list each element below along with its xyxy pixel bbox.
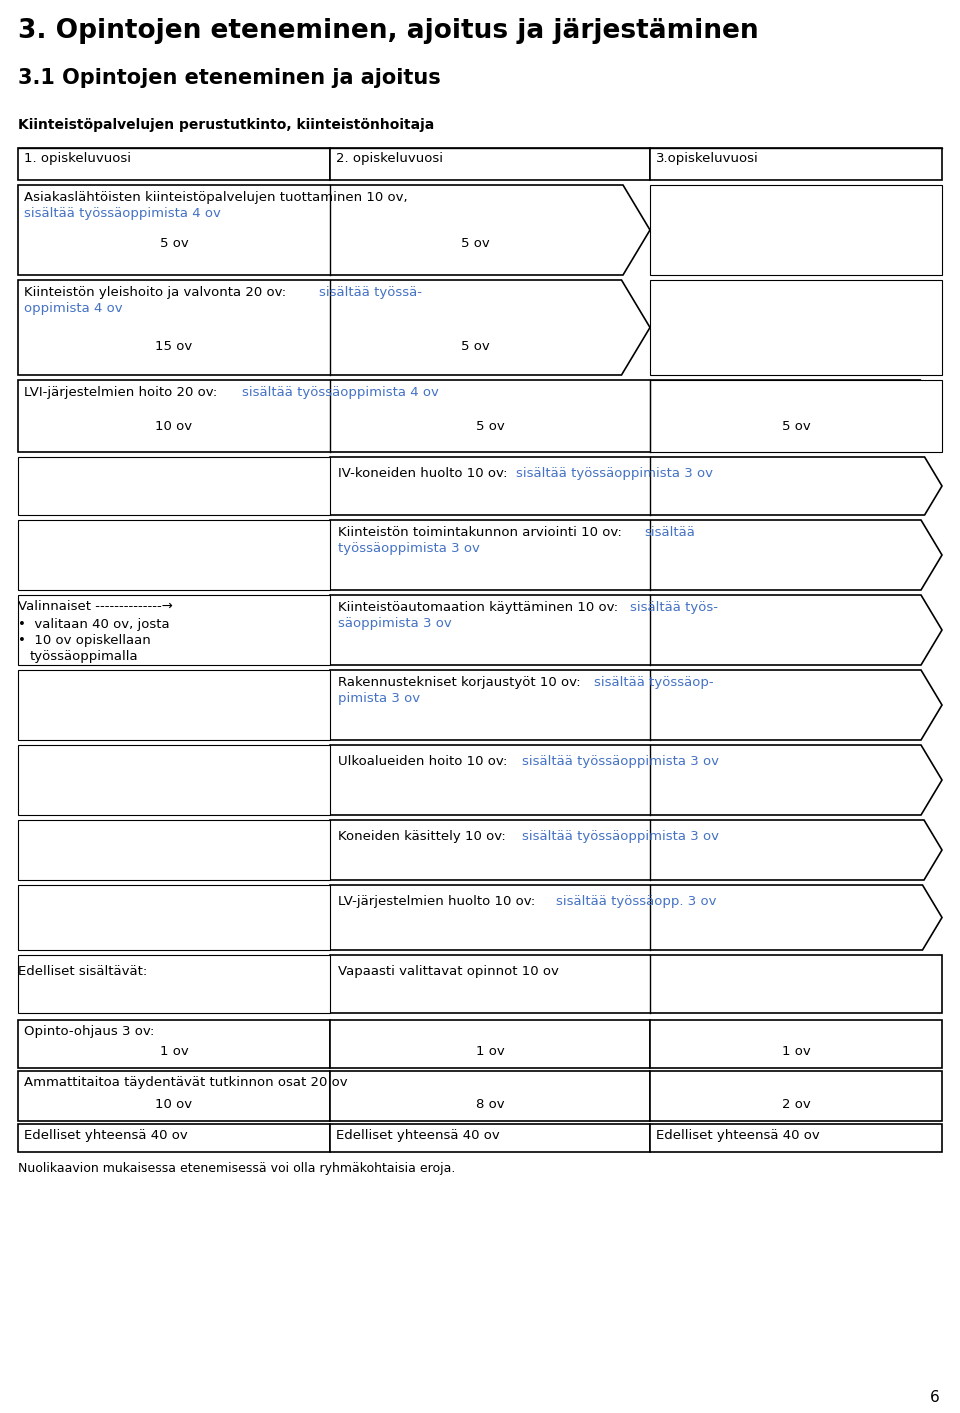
Text: 1 ov: 1 ov (159, 1046, 188, 1058)
Bar (650, 280, 942, 374)
Text: 15 ov: 15 ov (156, 341, 193, 353)
Text: Edelliset yhteensä 40 ov: Edelliset yhteensä 40 ov (656, 1129, 820, 1142)
Bar (18, 670, 330, 740)
Bar (650, 1071, 942, 1121)
Text: LVI-järjestelmien hoito 20 ov:: LVI-järjestelmien hoito 20 ov: (24, 386, 222, 398)
Text: 1 ov: 1 ov (475, 1046, 504, 1058)
Text: 6: 6 (930, 1390, 940, 1405)
Bar (18, 955, 330, 1013)
Text: 5 ov: 5 ov (461, 237, 490, 250)
Text: sisältää työssäopp. 3 ov: sisältää työssäopp. 3 ov (556, 894, 716, 909)
Bar (650, 1123, 942, 1152)
Bar (650, 185, 942, 276)
Bar (18, 456, 330, 514)
Bar (18, 1020, 330, 1068)
Text: säoppimista 3 ov: säoppimista 3 ov (338, 617, 452, 630)
Bar (330, 955, 942, 1013)
Text: Kiinteistön toimintakunnon arviointi 10 ov:: Kiinteistön toimintakunnon arviointi 10 … (338, 526, 626, 538)
Polygon shape (330, 456, 942, 514)
Bar (330, 1071, 650, 1121)
Text: työssäoppimalla: työssäoppimalla (30, 650, 138, 663)
Text: sisältää työssäop-: sisältää työssäop- (594, 675, 713, 690)
Text: •  10 ov opiskellaan: • 10 ov opiskellaan (18, 634, 151, 647)
Bar (18, 1071, 330, 1121)
Polygon shape (330, 745, 942, 815)
Text: 5 ov: 5 ov (475, 420, 504, 432)
Text: Edelliset sisältävät:: Edelliset sisältävät: (18, 965, 147, 978)
Text: Kiinteistöpalvelujen perustutkinto, kiinteistönhoitaja: Kiinteistöpalvelujen perustutkinto, kiin… (18, 119, 434, 131)
Text: 10 ov: 10 ov (156, 1098, 193, 1111)
Bar (18, 820, 330, 880)
Text: Vapaasti valittavat opinnot 10 ov: Vapaasti valittavat opinnot 10 ov (338, 965, 559, 978)
Text: sisältää työs-: sisältää työs- (630, 601, 718, 615)
Text: sisältää työssäoppimista 3 ov: sisältää työssäoppimista 3 ov (516, 468, 713, 480)
Text: Edelliset yhteensä 40 ov: Edelliset yhteensä 40 ov (24, 1129, 188, 1142)
Text: sisältää: sisältää (644, 526, 695, 538)
Text: 10 ov: 10 ov (156, 420, 193, 432)
Text: 2. opiskeluvuosi: 2. opiskeluvuosi (336, 153, 443, 165)
Text: Ammattitaitoa täydentävät tutkinnon osat 20 ov: Ammattitaitoa täydentävät tutkinnon osat… (24, 1077, 348, 1089)
Polygon shape (330, 595, 942, 666)
Bar (18, 148, 330, 179)
Polygon shape (330, 820, 942, 880)
Text: IV-koneiden huolto 10 ov:: IV-koneiden huolto 10 ov: (338, 468, 508, 480)
Text: 3. Opintojen eteneminen, ajoitus ja järjestäminen: 3. Opintojen eteneminen, ajoitus ja järj… (18, 18, 758, 44)
Text: Ulkoalueiden hoito 10 ov:: Ulkoalueiden hoito 10 ov: (338, 755, 512, 769)
Text: sisältää työssäoppimista 3 ov: sisältää työssäoppimista 3 ov (522, 829, 719, 844)
Text: sisältää työssäoppimista 3 ov: sisältää työssäoppimista 3 ov (522, 755, 719, 769)
Bar (650, 1020, 942, 1068)
Text: Asiakaslähtöisten kiinteistöpalvelujen tuottaminen 10 ov,: Asiakaslähtöisten kiinteistöpalvelujen t… (24, 191, 408, 203)
Polygon shape (330, 520, 942, 591)
Text: Kiinteistön yleishoito ja valvonta 20 ov:: Kiinteistön yleishoito ja valvonta 20 ov… (24, 285, 290, 300)
Text: Rakennustekniset korjaustyöt 10 ov:: Rakennustekniset korjaustyöt 10 ov: (338, 675, 585, 690)
Polygon shape (18, 280, 650, 374)
Polygon shape (18, 185, 650, 276)
Text: 8 ov: 8 ov (476, 1098, 504, 1111)
Text: •  valitaan 40 ov, josta: • valitaan 40 ov, josta (18, 617, 170, 632)
Text: LV-järjestelmien huolto 10 ov:: LV-järjestelmien huolto 10 ov: (338, 894, 540, 909)
Bar (650, 380, 942, 452)
Text: 3.opiskeluvuosi: 3.opiskeluvuosi (656, 153, 758, 165)
Text: sisältää työssäoppimista 4 ov: sisältää työssäoppimista 4 ov (242, 386, 439, 398)
Bar (330, 1020, 650, 1068)
Text: oppimista 4 ov: oppimista 4 ov (24, 302, 123, 315)
Bar (330, 148, 650, 179)
Text: pimista 3 ov: pimista 3 ov (338, 692, 420, 705)
Polygon shape (330, 670, 942, 740)
Text: Nuolikaavion mukaisessa etenemisessä voi olla ryhmäkohtaisia eroja.: Nuolikaavion mukaisessa etenemisessä voi… (18, 1161, 455, 1176)
Text: Kiinteistöautomaation käyttäminen 10 ov:: Kiinteistöautomaation käyttäminen 10 ov: (338, 601, 622, 615)
Bar (650, 148, 942, 179)
Text: sisältää työssäoppimista 4 ov: sisältää työssäoppimista 4 ov (24, 206, 221, 220)
Text: Opinto-ohjaus 3 ov:: Opinto-ohjaus 3 ov: (24, 1024, 155, 1039)
Bar (18, 520, 330, 591)
Text: Valinnaiset --------------→: Valinnaiset --------------→ (18, 601, 173, 613)
Text: 3.1 Opintojen eteneminen ja ajoitus: 3.1 Opintojen eteneminen ja ajoitus (18, 68, 441, 88)
Polygon shape (330, 885, 942, 950)
Polygon shape (18, 380, 942, 452)
Text: Edelliset yhteensä 40 ov: Edelliset yhteensä 40 ov (336, 1129, 500, 1142)
Bar (18, 595, 330, 666)
Text: sisältää työssä-: sisältää työssä- (319, 285, 422, 300)
Text: 5 ov: 5 ov (781, 420, 810, 432)
Text: 5 ov: 5 ov (159, 237, 188, 250)
Text: 2 ov: 2 ov (781, 1098, 810, 1111)
Bar (18, 745, 330, 815)
Bar (18, 885, 330, 950)
Text: Koneiden käsittely 10 ov:: Koneiden käsittely 10 ov: (338, 829, 510, 844)
Text: 1 ov: 1 ov (781, 1046, 810, 1058)
Bar (330, 1123, 650, 1152)
Text: 1. opiskeluvuosi: 1. opiskeluvuosi (24, 153, 131, 165)
Text: 5 ov: 5 ov (461, 341, 490, 353)
Text: työssäoppimista 3 ov: työssäoppimista 3 ov (338, 543, 480, 555)
Bar (18, 1123, 330, 1152)
